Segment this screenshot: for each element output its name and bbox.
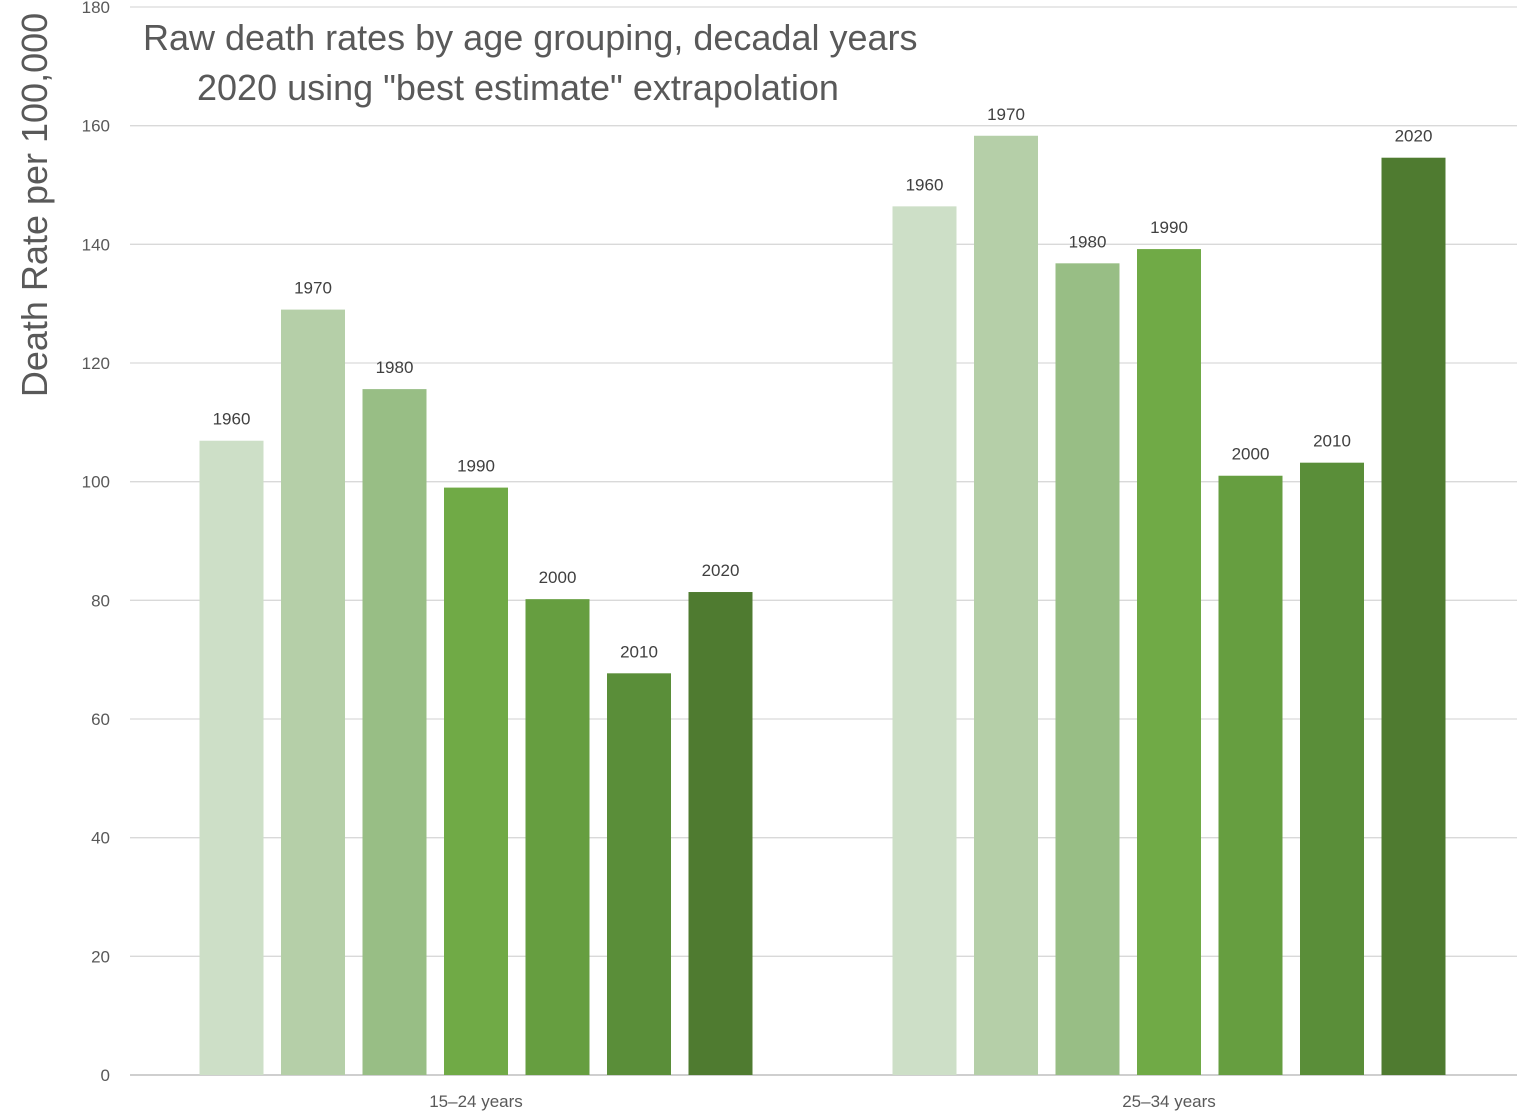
bar-data-label: 1990 (1150, 218, 1188, 237)
bar-data-label: 1980 (1069, 232, 1107, 251)
y-tick-label: 140 (82, 235, 110, 254)
bar-data-label: 1970 (987, 105, 1025, 124)
bar-data-label: 2010 (620, 642, 658, 661)
bar (1300, 462, 1364, 1075)
y-axis-ticks: 0 20 40 60 80 100 120 140 160 180 (82, 0, 110, 1085)
bar (1137, 249, 1201, 1075)
y-tick-label: 40 (91, 829, 110, 848)
bar (688, 592, 753, 1075)
bar-data-label: 1990 (457, 457, 495, 476)
bar (362, 389, 427, 1075)
bars (199, 135, 1446, 1076)
data-labels: 1960 1970 1980 1990 2000 2010 2020 1960 1970 1980… (213, 105, 1433, 662)
bar (974, 135, 1038, 1076)
bar-data-label: 2020 (702, 561, 740, 580)
bar-data-label: 2000 (1232, 445, 1270, 464)
bar (444, 487, 508, 1076)
x-tick-label: 15–24 years (429, 1092, 523, 1111)
bar (1381, 157, 1446, 1075)
x-tick-label: 25–34 years (1122, 1092, 1216, 1111)
chart-subtitle: 2020 using "best estimate" extrapolation (197, 67, 839, 108)
y-tick-label: 160 (82, 117, 110, 136)
y-tick-label: 20 (91, 947, 110, 966)
bar (1055, 263, 1120, 1075)
y-tick-label: 180 (82, 0, 110, 17)
y-tick-label: 80 (91, 591, 110, 610)
y-tick-label: 100 (82, 473, 110, 492)
bar-data-label: 2020 (1395, 127, 1433, 146)
y-tick-label: 0 (101, 1066, 110, 1085)
bar-data-label: 1980 (376, 358, 414, 377)
y-axis-label: Death Rate per 100,000 (14, 13, 55, 397)
bar (892, 206, 957, 1076)
bar (1218, 475, 1283, 1075)
bar (281, 309, 345, 1076)
y-tick-label: 60 (91, 710, 110, 729)
y-tick-label: 120 (82, 354, 110, 373)
bar-data-label: 2000 (539, 568, 577, 587)
chart-title: Raw death rates by age grouping, decadal… (143, 17, 918, 58)
bar (525, 599, 590, 1075)
bar (607, 673, 671, 1075)
gridlines (130, 6, 1517, 1076)
bar-data-label: 1970 (294, 279, 332, 298)
bar (199, 440, 264, 1075)
bar-data-label: 1960 (213, 410, 251, 429)
bar-data-label: 2010 (1313, 432, 1351, 451)
x-axis-ticks: 15–24 years 25–34 years (429, 1092, 1216, 1111)
bar-data-label: 1960 (906, 175, 944, 194)
